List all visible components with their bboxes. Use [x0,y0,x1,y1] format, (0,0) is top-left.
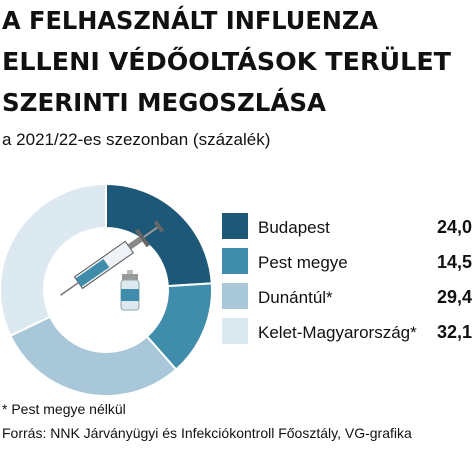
chart-title: SZERINTI MEGOSZLÁSA [2,88,327,117]
value-label: 32,1 [437,322,472,342]
legend-label: Pest megye [258,253,348,272]
value-label: 29,4 [437,287,472,307]
legend-label: Dunántúl* [258,288,333,307]
donut-segment [9,315,178,397]
syringe-illustration [60,220,164,311]
legend-swatch [222,318,248,344]
donut [0,182,213,397]
legend-swatch [222,283,248,309]
footnote: * Pest megye nélkül [2,401,126,417]
value-label: 24,0 [437,217,472,237]
legend-label: Kelet-Magyarország* [258,323,417,342]
chart-title: ELLENI VÉDŐOLTÁSOK TERÜLET [2,46,451,76]
subtitle: a 2021/22-es szezonban (százalék) [2,130,270,149]
legend: Budapest 24,0 Pest megye 14,5 Dunántúl* 29,4 K… [222,213,472,344]
donut-segment [105,182,213,288]
donut-segment [0,182,107,338]
legend-swatch [222,213,248,239]
value-label: 14,5 [437,252,472,272]
legend-label: Budapest [258,218,330,237]
source: Forrás: NNK Járványügyi és Infekciókontr… [2,425,412,441]
legend-swatch [222,248,248,274]
chart-title: A FELHASZNÁLT INFLUENZA [2,6,379,35]
